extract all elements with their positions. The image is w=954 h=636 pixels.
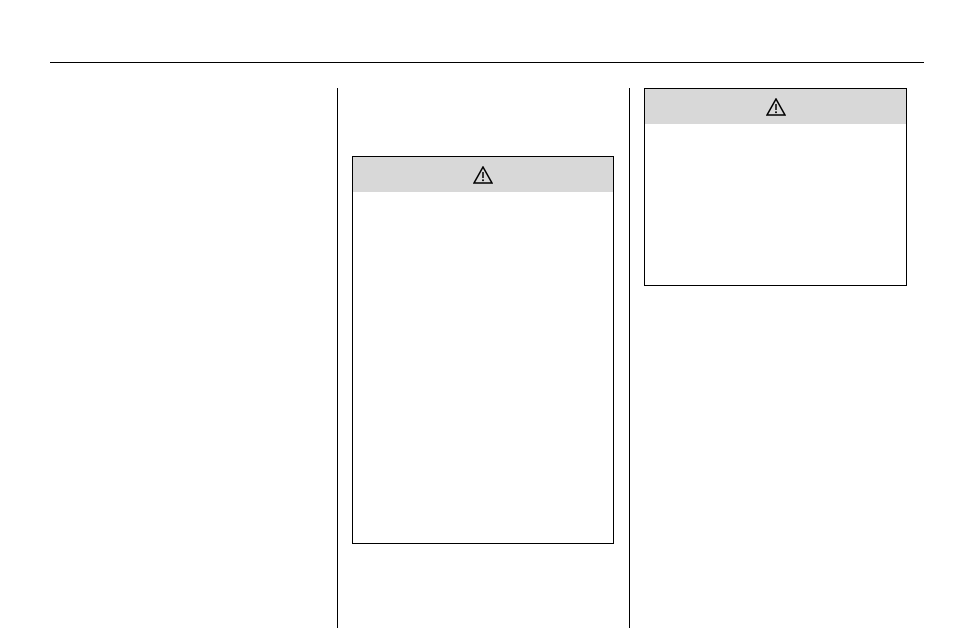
caution-header — [353, 157, 613, 192]
warning-triangle-icon — [473, 166, 493, 184]
caution-box-1 — [352, 156, 614, 544]
warning-triangle-icon — [766, 98, 786, 116]
caution-box-2 — [644, 88, 907, 286]
column-separator-1 — [337, 88, 338, 628]
column-separator-2 — [629, 88, 630, 628]
caution-header — [645, 89, 906, 124]
top-rule — [50, 62, 924, 63]
